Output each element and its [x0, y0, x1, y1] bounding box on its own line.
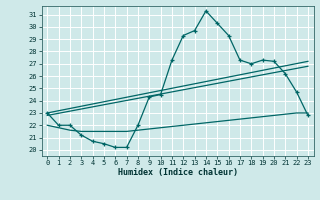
X-axis label: Humidex (Indice chaleur): Humidex (Indice chaleur)	[118, 168, 237, 177]
